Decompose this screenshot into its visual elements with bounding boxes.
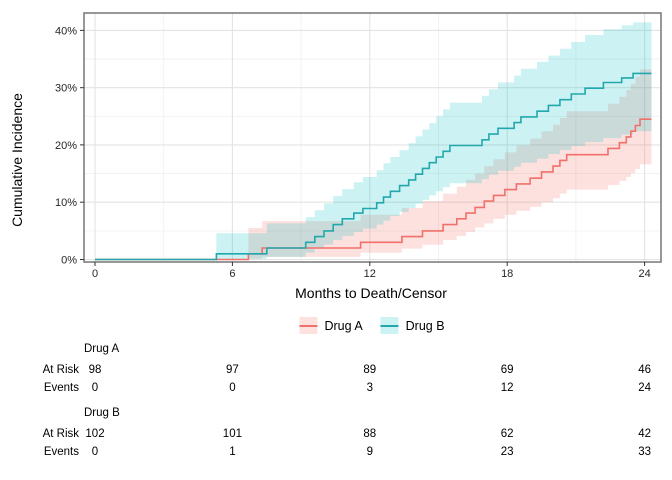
confidence-band-drug_b: [216, 22, 652, 259]
x-axis-title: Months to Death/Censor: [295, 285, 447, 301]
confidence-band-drug_a: [248, 69, 652, 259]
y-tick-label: 20%: [55, 140, 77, 152]
x-tick-label: 12: [364, 268, 376, 280]
risk-table-value: 101: [222, 428, 242, 440]
drug-b-swatch-icon: [380, 317, 399, 334]
legend: Drug A Drug B: [299, 317, 445, 334]
legend-label: Drug A: [324, 318, 363, 333]
legend-item-drug-b: Drug B: [380, 317, 445, 334]
risk-table-value: 12: [500, 382, 514, 394]
drug-a-swatch-icon: [299, 317, 318, 334]
risk-table-value: 0: [91, 382, 99, 394]
x-tick-label: 24: [638, 268, 650, 280]
risk-table-value: 33: [638, 446, 651, 458]
risk-table-value: 3: [366, 382, 373, 394]
risk-table-row-label: Events: [43, 382, 79, 394]
y-tick-label: 40%: [55, 25, 77, 37]
legend-item-drug-a: Drug A: [299, 317, 363, 334]
risk-table-row-label: Events: [43, 446, 79, 458]
legend-label: Drug B: [405, 318, 445, 333]
risk-table-value: 88: [363, 428, 377, 440]
risk-table-value: 97: [225, 364, 239, 376]
risk-table-value: 23: [500, 446, 514, 458]
risk-table-value: 98: [88, 364, 102, 376]
step-line-drug_b: [95, 72, 652, 261]
x-tick-label: 6: [229, 268, 235, 280]
risk-table-value: 89: [363, 364, 377, 376]
risk-table-value: 0: [91, 446, 99, 458]
risk-table-row-label: At Risk: [42, 428, 79, 440]
risk-table-value: 0: [229, 382, 236, 394]
risk-table-value: 102: [85, 428, 105, 440]
step-line-drug_a: [95, 118, 652, 261]
panel-border: [83, 12, 662, 263]
risk-table-value: 1: [229, 446, 236, 458]
risk-table-value: 62: [500, 428, 514, 440]
y-tick-label: 10%: [55, 197, 77, 209]
x-tick-label: 0: [92, 268, 98, 280]
risk-table-value: 9: [366, 446, 373, 458]
y-tick-label: 30%: [55, 83, 77, 95]
risk-table-group-header: Drug B: [84, 407, 120, 419]
incidence-plot: 0 6 12 18 24 0% 10% 20% 30% 40%: [55, 12, 662, 280]
risk-table-value: 24: [638, 382, 651, 394]
risk-table-value: 46: [638, 364, 651, 376]
risk-table-row-label: At Risk: [42, 364, 79, 376]
x-tick-label: 18: [501, 268, 513, 280]
risk-table-value: 42: [638, 428, 651, 440]
risk-table-value: 69: [500, 364, 514, 376]
y-tick-label: 0%: [61, 255, 77, 267]
risk-table-group-header: Drug A: [84, 343, 120, 355]
